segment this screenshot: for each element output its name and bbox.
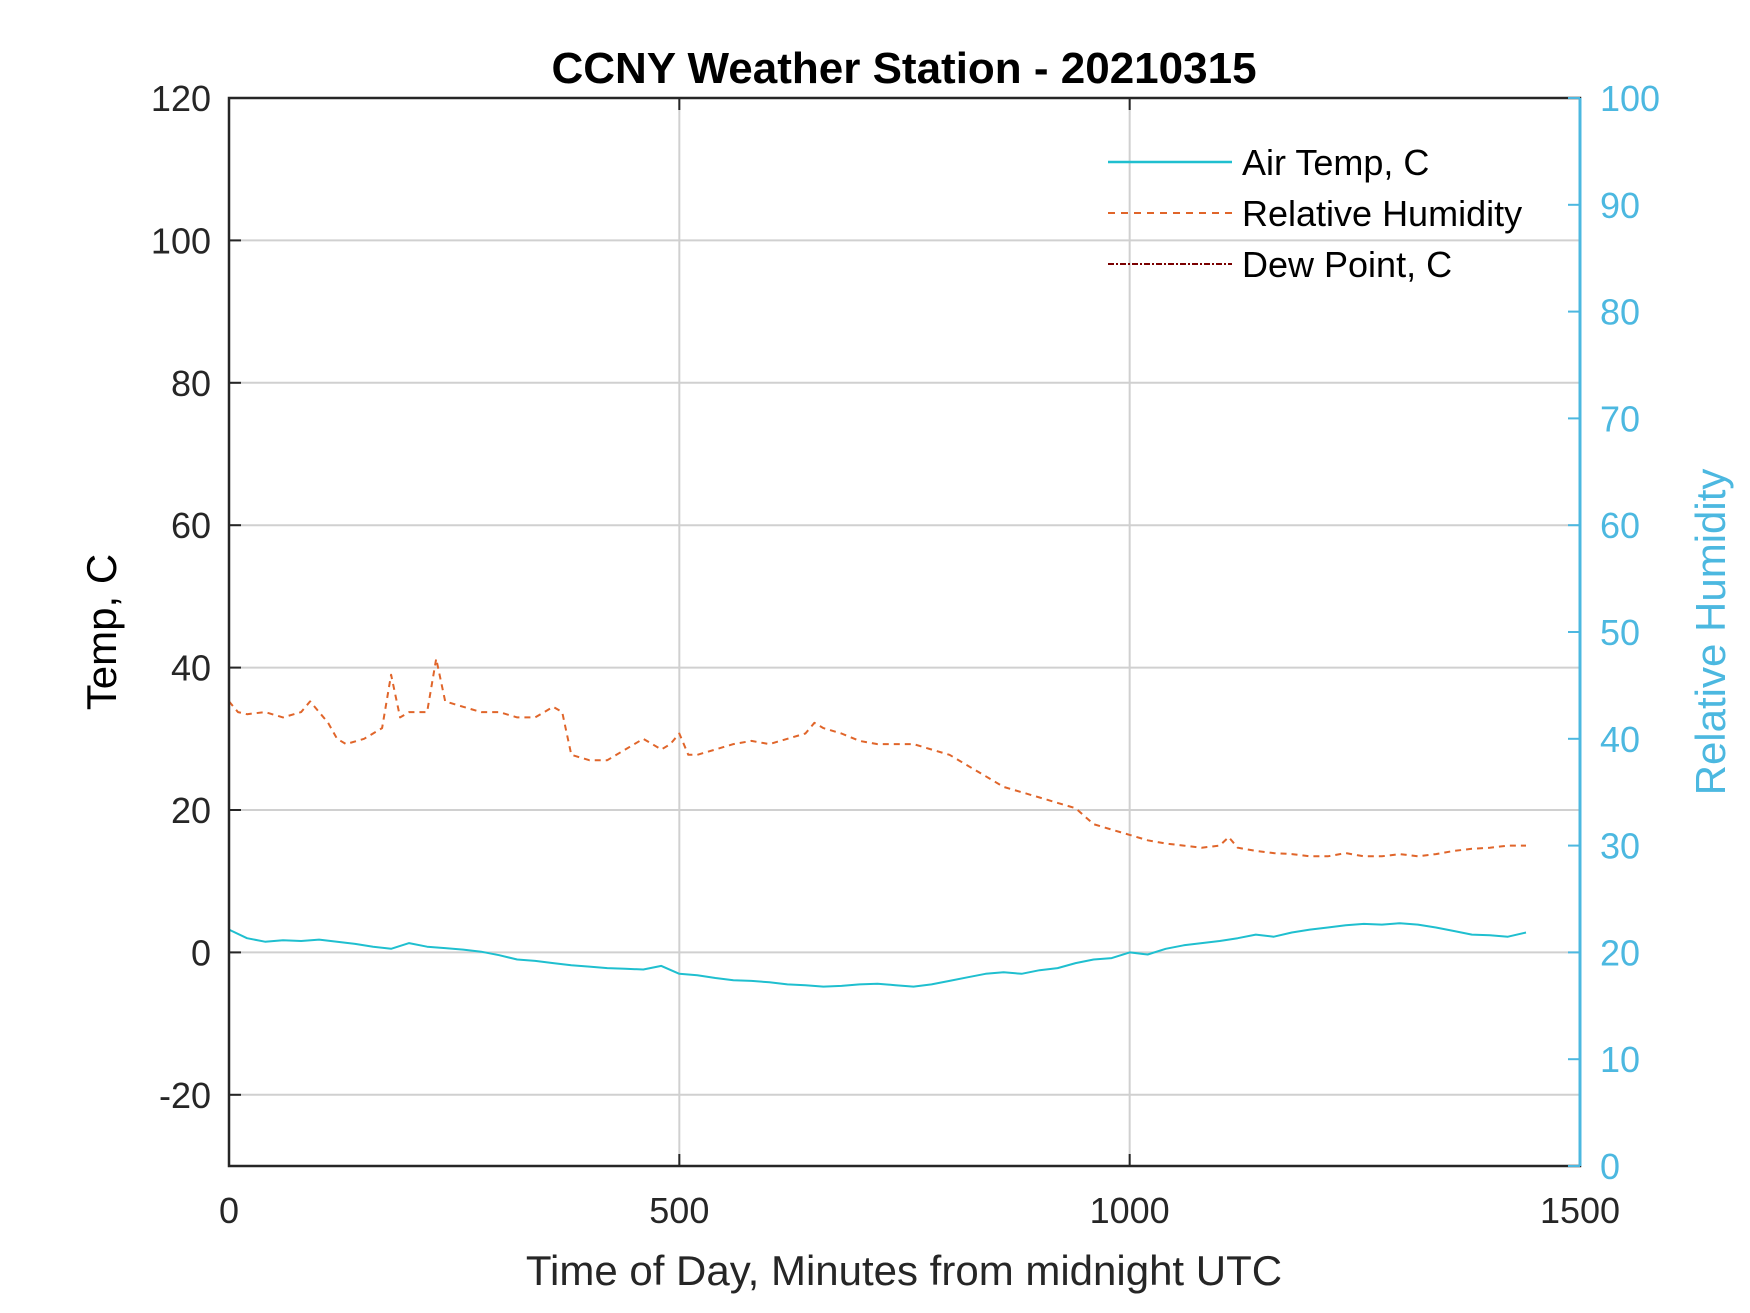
legend-label-air-temp: Air Temp, C — [1242, 142, 1429, 183]
series-line-1 — [228, 657, 1526, 858]
y-tick-label-5: 80 — [171, 363, 211, 404]
y-tick-label-7: 120 — [151, 78, 211, 119]
y2-tick-label-4: 40 — [1600, 719, 1640, 760]
x-tick-label-2: 1000 — [1090, 1190, 1170, 1231]
y-tick-label-6: 100 — [151, 220, 211, 261]
y-tick-label-3: 40 — [171, 648, 211, 689]
series-line-0 — [228, 922, 1527, 988]
y-axis-label: Temp, C — [78, 554, 125, 710]
y2-axis-label: Relative Humidity — [1687, 469, 1734, 796]
y-tick-label-1: 0 — [191, 932, 211, 973]
x-axis-label: Time of Day, Minutes from midnight UTC — [526, 1247, 1282, 1294]
y2-tick-label-2: 20 — [1600, 932, 1640, 973]
y2-tick-label-10: 100 — [1600, 78, 1660, 119]
legend-label-dew-point: Dew Point, C — [1242, 244, 1452, 285]
y2-tick-label-5: 50 — [1600, 612, 1640, 653]
grid-lines — [229, 98, 1580, 1166]
y2-tick-label-3: 30 — [1600, 826, 1640, 867]
x-tick-label-3: 1500 — [1540, 1190, 1620, 1231]
y-tick-label-2: 20 — [171, 790, 211, 831]
x-tick-label-0: 0 — [219, 1190, 239, 1231]
series-layer — [228, 657, 1527, 988]
y-tick-label-0: -20 — [159, 1075, 211, 1116]
axes: 0 500 1000 1500 -20 0 20 40 60 80 100 120 0 10 20 30 40 5… — [151, 78, 1660, 1231]
legend: Air Temp, C Relative Humidity Dew Point,… — [1108, 142, 1522, 285]
chart-title: CCNY Weather Station - 20210315 — [551, 44, 1256, 93]
legend-label-humidity: Relative Humidity — [1242, 193, 1522, 234]
y2-tick-label-6: 60 — [1600, 505, 1640, 546]
y2-tick-label-0: 0 — [1600, 1146, 1620, 1187]
y2-tick-label-8: 80 — [1600, 292, 1640, 333]
y2-tick-label-9: 90 — [1600, 185, 1640, 226]
y2-tick-label-7: 70 — [1600, 398, 1640, 439]
x-tick-label-1: 500 — [649, 1190, 709, 1231]
y-tick-label-4: 60 — [171, 505, 211, 546]
y2-tick-label-1: 10 — [1600, 1039, 1640, 1080]
